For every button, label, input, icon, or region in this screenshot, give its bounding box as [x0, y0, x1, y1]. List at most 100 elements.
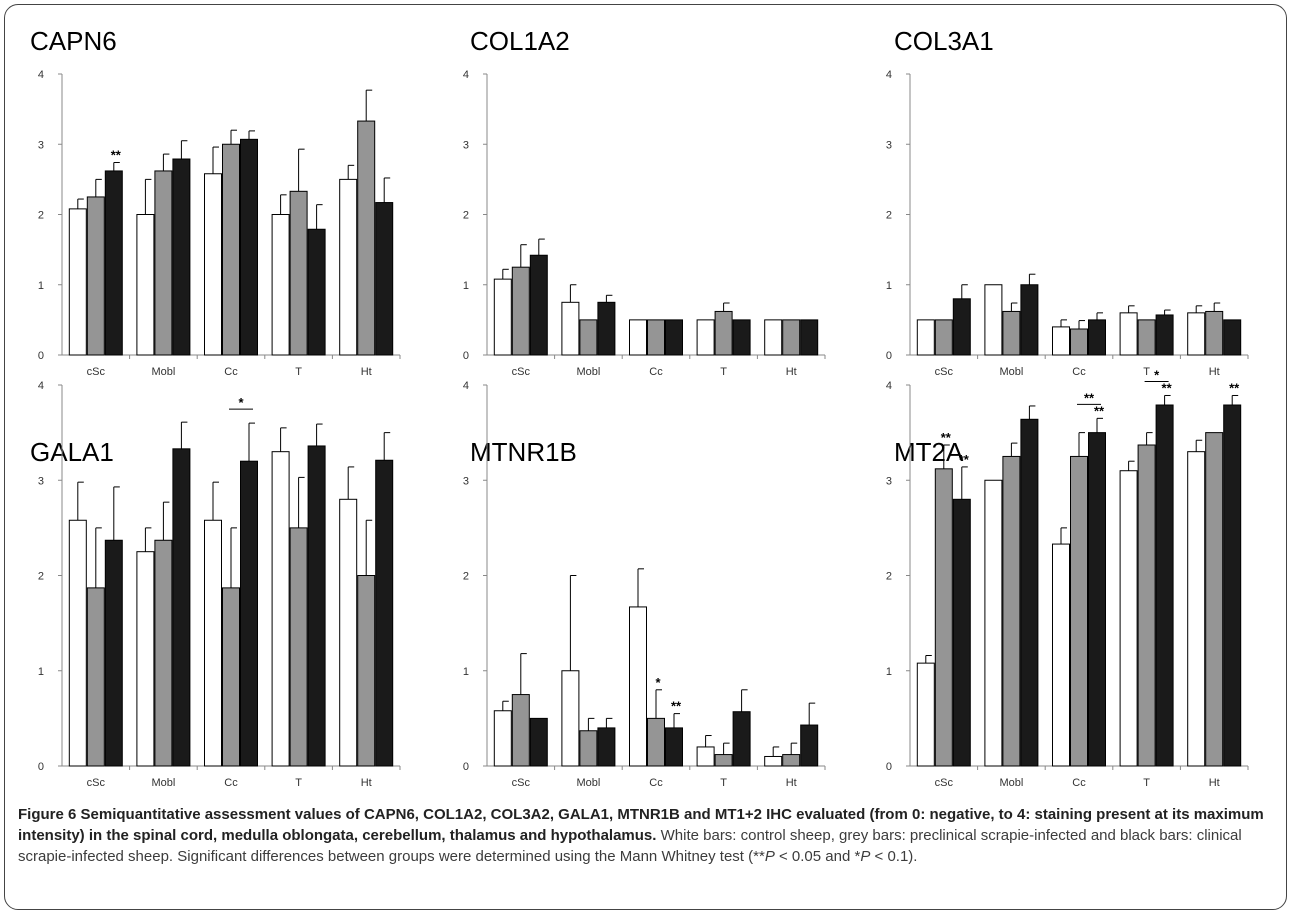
bar	[916, 662, 935, 767]
x-tick-label: cSc	[935, 777, 954, 789]
bar	[1020, 284, 1039, 356]
bar	[271, 214, 290, 356]
bar	[1223, 404, 1242, 767]
bar	[647, 717, 665, 767]
bar	[529, 254, 548, 356]
bar	[1223, 319, 1242, 356]
y-tick-label: 3	[886, 475, 892, 487]
bar	[154, 539, 173, 767]
y-tick-label: 1	[38, 666, 44, 678]
bar	[952, 498, 971, 767]
y-tick-label: 4	[38, 380, 44, 392]
bar	[696, 319, 715, 356]
bar	[1020, 418, 1039, 767]
significance-label: *	[655, 675, 661, 690]
bar	[561, 670, 580, 767]
bar	[665, 319, 683, 356]
bar	[597, 727, 616, 767]
bar	[529, 717, 548, 767]
bar	[952, 298, 971, 356]
bar	[1187, 312, 1206, 356]
bar	[732, 319, 751, 356]
chart-panel: GALA1 0 1 2 3 4 cSc Mobl Cc T Ht *	[30, 380, 401, 789]
x-tick-label: T	[720, 777, 727, 789]
y-tick-label: 4	[463, 69, 469, 81]
caption-text-2: < 0.05 and *	[774, 848, 861, 865]
bar	[782, 319, 801, 356]
y-tick-label: 2	[463, 571, 469, 583]
x-tick-label: Cc	[649, 366, 663, 378]
x-tick-label: Mobl	[999, 366, 1023, 378]
y-tick-label: 4	[463, 380, 469, 392]
bar	[240, 138, 258, 356]
bar	[86, 196, 105, 356]
chart-title: COL3A1	[894, 26, 994, 56]
y-tick-label: 2	[38, 571, 44, 583]
bar	[665, 727, 683, 767]
bar	[289, 527, 308, 767]
bar	[204, 173, 222, 356]
chart-title: MTNR1B	[470, 437, 577, 467]
x-tick-label: Ht	[361, 777, 372, 789]
significance-label: **	[1094, 403, 1105, 418]
bar	[307, 228, 326, 356]
bar	[1002, 455, 1021, 767]
y-tick-label: 3	[38, 139, 44, 151]
x-tick-label: Mobl	[999, 777, 1023, 789]
caption-text-1: White bars: control sheep, grey bars: pr…	[18, 827, 1242, 865]
bar	[1205, 432, 1224, 767]
y-tick-label: 0	[886, 761, 892, 773]
significance-label: **	[941, 430, 952, 445]
bar	[204, 519, 222, 767]
x-tick-label: Ht	[1209, 777, 1220, 789]
bar	[154, 170, 173, 356]
y-tick-label: 0	[463, 761, 469, 773]
bar	[579, 319, 598, 356]
x-tick-label: cSc	[87, 777, 106, 789]
bar	[339, 498, 358, 767]
significance-label: *	[1154, 367, 1160, 382]
bar	[1155, 404, 1174, 767]
x-tick-label: Cc	[224, 366, 238, 378]
x-tick-label: T	[295, 777, 302, 789]
bar	[104, 170, 123, 356]
bar	[579, 730, 598, 767]
x-tick-label: Mobl	[151, 366, 175, 378]
y-tick-label: 2	[38, 210, 44, 222]
bar	[136, 551, 155, 767]
bar	[597, 301, 616, 356]
y-tick-label: 0	[886, 350, 892, 362]
bar	[800, 724, 819, 767]
bar	[984, 479, 1003, 767]
bar	[714, 754, 733, 767]
y-tick-label: 4	[886, 380, 892, 392]
y-tick-label: 3	[463, 475, 469, 487]
bar	[307, 445, 326, 767]
bar	[357, 575, 376, 767]
bar	[86, 587, 105, 767]
y-tick-label: 1	[463, 280, 469, 292]
bar	[934, 468, 953, 767]
figure-caption: Figure 6 Semiquantitative assessment val…	[18, 804, 1280, 867]
caption-p-symbol-1: P	[764, 848, 775, 865]
bar	[511, 266, 530, 356]
chart-panel: COL3A1 0 1 2 3 4 cSc Mobl Cc T Ht	[886, 26, 1249, 378]
bar	[493, 710, 512, 767]
chart-title: COL1A2	[470, 26, 570, 56]
chart-panel: CAPN6 0 1 2 3 4 cSc Mobl Cc T Ht **	[30, 26, 401, 378]
chart-title: GALA1	[30, 437, 114, 467]
bar	[629, 606, 647, 767]
significance-label: **	[1084, 390, 1095, 405]
bar	[1052, 543, 1070, 767]
bar	[511, 694, 530, 767]
y-tick-label: 4	[886, 69, 892, 81]
x-tick-label: Mobl	[576, 777, 600, 789]
y-tick-label: 0	[38, 761, 44, 773]
bar	[240, 460, 258, 767]
caption-text-3: < 0.1).	[870, 848, 918, 865]
chart-title: MT2A	[894, 437, 964, 467]
bar	[1070, 455, 1088, 767]
bar	[1137, 444, 1156, 767]
